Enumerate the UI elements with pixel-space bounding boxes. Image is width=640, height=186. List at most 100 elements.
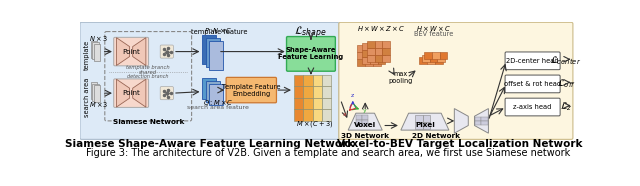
Polygon shape: [401, 113, 449, 130]
Bar: [312, 86, 322, 98]
Text: Voxel: Voxel: [354, 122, 376, 128]
Text: template: template: [84, 40, 90, 70]
Text: z-axis head: z-axis head: [513, 104, 552, 110]
Bar: [382, 55, 390, 62]
Text: x: x: [342, 112, 346, 117]
Bar: [374, 48, 382, 55]
FancyBboxPatch shape: [505, 52, 560, 70]
Text: search area feature: search area feature: [187, 105, 249, 110]
Text: z: z: [351, 93, 355, 98]
Text: Template Feature
Embedding: Template Feature Embedding: [222, 84, 280, 97]
FancyBboxPatch shape: [114, 37, 148, 66]
Bar: [303, 98, 312, 109]
Polygon shape: [132, 79, 146, 107]
Text: $H\times W\times C$: $H\times W\times C$: [416, 24, 451, 33]
Text: $Q:M\times C$: $Q:M\times C$: [203, 98, 233, 108]
Bar: [367, 55, 374, 62]
Bar: [205, 38, 220, 67]
Bar: [358, 45, 365, 52]
Bar: [373, 45, 381, 52]
Bar: [312, 109, 322, 121]
Bar: [437, 55, 445, 62]
Bar: [92, 84, 99, 101]
Bar: [202, 35, 216, 64]
Text: y: y: [362, 108, 366, 113]
FancyBboxPatch shape: [160, 87, 173, 100]
Bar: [91, 82, 97, 99]
Bar: [440, 52, 447, 59]
Polygon shape: [348, 113, 382, 130]
FancyBboxPatch shape: [505, 75, 560, 93]
Bar: [424, 52, 432, 59]
Text: $M\times 3$: $M\times 3$: [89, 100, 108, 109]
Bar: [435, 57, 443, 64]
Bar: [303, 109, 312, 121]
FancyBboxPatch shape: [160, 45, 173, 58]
Text: offset & rot head: offset & rot head: [504, 81, 561, 87]
Polygon shape: [116, 38, 129, 65]
Bar: [415, 116, 422, 122]
Bar: [370, 50, 378, 57]
Text: Siamese Network: Siamese Network: [113, 119, 184, 125]
Bar: [358, 59, 365, 66]
Bar: [378, 57, 385, 64]
Text: template branch
shared: template branch shared: [126, 65, 170, 76]
Bar: [429, 55, 437, 62]
Bar: [365, 52, 373, 59]
Bar: [365, 59, 373, 66]
Text: Voxel-to-BEV Target Localization Network: Voxel-to-BEV Target Localization Network: [337, 139, 582, 149]
Bar: [92, 42, 99, 59]
Bar: [373, 59, 381, 66]
Bar: [382, 41, 390, 48]
Bar: [367, 48, 374, 55]
Text: detection branch: detection branch: [127, 74, 169, 79]
Bar: [362, 120, 368, 126]
Bar: [419, 57, 428, 64]
Bar: [91, 41, 97, 58]
Text: Figure 3: The architecture of V2B. Given a template and search area, we first us: Figure 3: The architecture of V2B. Given…: [86, 148, 570, 158]
Text: Pixel: Pixel: [415, 122, 435, 128]
Bar: [481, 117, 488, 121]
Bar: [303, 75, 312, 86]
Bar: [382, 48, 390, 55]
Bar: [422, 116, 430, 122]
Bar: [94, 44, 100, 61]
Bar: [358, 52, 365, 59]
Bar: [303, 86, 312, 98]
Bar: [312, 98, 322, 109]
Bar: [428, 57, 435, 64]
Bar: [312, 75, 322, 86]
Text: Shape-Aware
Feature Learning: Shape-Aware Feature Learning: [278, 47, 344, 60]
Bar: [378, 50, 385, 57]
Text: $N\times 3$: $N\times 3$: [89, 34, 108, 43]
Bar: [476, 121, 481, 125]
Text: $\mathcal{L}_{off}$: $\mathcal{L}_{off}$: [557, 78, 575, 90]
Text: $H\times W\times Z\times C$: $H\times W\times Z\times C$: [356, 24, 404, 33]
Text: $\mathcal{L}_{center}$: $\mathcal{L}_{center}$: [550, 54, 582, 67]
Polygon shape: [474, 109, 488, 133]
FancyBboxPatch shape: [339, 22, 573, 139]
Text: max
pooling: max pooling: [388, 71, 413, 84]
FancyBboxPatch shape: [114, 79, 148, 107]
Text: search area: search area: [84, 78, 90, 118]
Bar: [294, 109, 303, 121]
Bar: [356, 120, 362, 126]
FancyBboxPatch shape: [505, 98, 560, 116]
Text: 2D-center head: 2D-center head: [506, 58, 559, 64]
Bar: [422, 55, 429, 62]
Bar: [322, 109, 331, 121]
Text: 2D Network: 2D Network: [413, 133, 461, 139]
FancyBboxPatch shape: [287, 37, 335, 71]
Bar: [370, 57, 378, 64]
Bar: [370, 43, 378, 50]
Text: $P:N\times C$: $P:N\times C$: [204, 25, 232, 35]
Bar: [374, 55, 382, 62]
FancyBboxPatch shape: [226, 77, 276, 103]
Bar: [294, 98, 303, 109]
Bar: [378, 43, 385, 50]
Text: Siamese Shape-Aware Feature Learning Network: Siamese Shape-Aware Feature Learning Net…: [65, 139, 354, 149]
Text: $\mathcal{L}_{shape}$: $\mathcal{L}_{shape}$: [294, 24, 328, 41]
Bar: [209, 41, 223, 70]
Bar: [365, 45, 373, 52]
Bar: [205, 81, 220, 102]
